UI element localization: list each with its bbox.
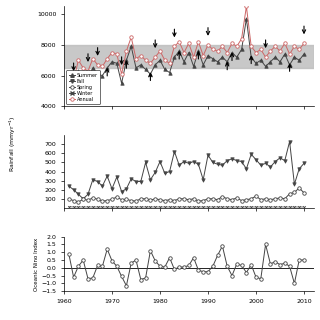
Y-axis label: Oceanic Nino Index: Oceanic Nino Index	[34, 237, 39, 291]
Text: Rainfall (mmyr$^{-1}$): Rainfall (mmyr$^{-1}$)	[8, 116, 18, 172]
Bar	[64, 45, 314, 68]
Legend: Summer, Fall, Spring, Winter, Annual: Summer, Fall, Spring, Winter, Annual	[67, 70, 100, 104]
